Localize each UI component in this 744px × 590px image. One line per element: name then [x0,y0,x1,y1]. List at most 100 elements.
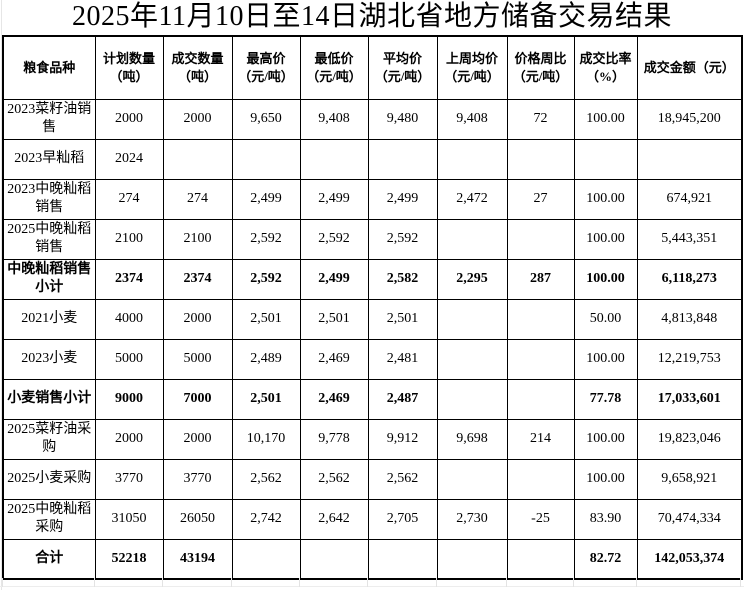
value-cell: 2,562 [231,458,301,500]
gridline-bottom [0,586,744,587]
value-cell: 4,813,848 [636,298,743,340]
grain-variety-cell: 2025菜籽油采购 [2,418,96,460]
table-row: 2023中晚籼稻销售 274 274 2,499 2,499 2,499 2,472 27 10… [2,178,743,220]
value-cell [506,338,575,380]
table-row: 合计 52218 43194 82.72 142,053,374 [2,538,743,580]
value-cell [299,138,369,180]
value-cell: 2000 [162,418,233,460]
column-header: 成交金额（元） [636,35,743,100]
value-cell [506,138,575,180]
grain-variety-cell: 2023小麦 [2,338,96,380]
gridline-stub [94,578,95,587]
value-cell [506,298,575,340]
value-cell: 100.00 [573,258,638,300]
value-cell: 2,499 [299,258,369,300]
value-cell: 2,592 [367,218,438,260]
grain-variety-cell: 2025小麦采购 [2,458,96,500]
value-cell: 43194 [162,538,233,580]
value-cell [299,538,369,580]
value-cell: 2000 [94,98,164,140]
value-cell: 7000 [162,378,233,420]
value-cell: 18,945,200 [636,98,743,140]
grain-variety-cell: 中晚籼稻销售小计 [2,258,96,300]
column-header: 成交比率（%） [573,35,638,100]
value-cell: 9,408 [436,98,508,140]
value-cell [436,138,508,180]
value-cell: 9,912 [367,418,438,460]
value-cell: 2,489 [231,338,301,380]
grain-variety-cell: 2023中晚籼稻销售 [2,178,96,220]
value-cell: 4000 [94,298,164,340]
column-header: 最低价（元/吨） [299,35,369,100]
value-cell [436,298,508,340]
value-cell [436,538,508,580]
table-body: 2023菜籽油销售 2000 2000 9,650 9,408 9,480 9,408 72 1… [2,98,743,580]
value-cell [436,458,508,500]
value-cell: 2,501 [299,298,369,340]
value-cell: 142,053,374 [636,538,743,580]
value-cell: 2,501 [231,298,301,340]
value-cell: 100.00 [573,98,638,140]
value-cell: 2,499 [367,178,438,220]
value-cell: 2,592 [299,218,369,260]
trade-results-table: 粮食品种 计划数量（吨） 成交数量（吨） 最高价（元/吨） 最低价（元/吨） 平均价（元/… [2,35,743,580]
grain-variety-cell: 2023菜籽油销售 [2,98,96,140]
table-row: 2025小麦采购 3770 3770 2,562 2,562 2,562 100.00 9,6… [2,458,743,500]
column-header: 成交数量（吨） [162,35,233,100]
value-cell: 2,487 [367,378,438,420]
value-cell: 2,705 [367,498,438,540]
value-cell: 9,650 [231,98,301,140]
value-cell: 9000 [94,378,164,420]
value-cell [506,458,575,500]
value-cell: 52218 [94,538,164,580]
value-cell: 9,480 [367,98,438,140]
gridline-stub [506,578,507,587]
value-cell: 287 [506,258,575,300]
value-cell: 2000 [162,298,233,340]
table-row: 中晚籼稻销售小计 2374 2374 2,592 2,499 2,582 2,295 287 1… [2,258,743,300]
value-cell: 3770 [94,458,164,500]
table-row: 2025中晚籼稻销售 2100 2100 2,592 2,592 2,592 100.00 5… [2,218,743,260]
value-cell [231,138,301,180]
value-cell: 2,642 [299,498,369,540]
value-cell [436,378,508,420]
value-cell: 9,408 [299,98,369,140]
value-cell: 9,698 [436,418,508,460]
grain-variety-cell: 2025中晚籼稻销售 [2,218,96,260]
column-header: 最高价（元/吨） [231,35,301,100]
gridline-stub [573,578,574,587]
value-cell: 72 [506,98,575,140]
value-cell: 2,582 [367,258,438,300]
value-cell: 3770 [162,458,233,500]
value-cell [162,138,233,180]
value-cell: 2,592 [231,218,301,260]
value-cell: 2000 [94,418,164,460]
gridline-stub [2,578,3,587]
value-cell: 2374 [94,258,164,300]
table-row: 2023小麦 5000 5000 2,489 2,469 2,481 100.00 12,21… [2,338,743,380]
value-cell: 19,823,046 [636,418,743,460]
value-cell: 2,469 [299,378,369,420]
gridline-stub [740,578,741,587]
column-header: 粮食品种 [2,35,96,100]
value-cell: 2,501 [367,298,438,340]
column-header: 平均价（元/吨） [367,35,438,100]
value-cell: 9,778 [299,418,369,460]
value-cell: 2,295 [436,258,508,300]
value-cell: 5,443,351 [636,218,743,260]
gridline-stub [162,578,163,587]
gridline-stub [299,578,300,587]
value-cell: 31050 [94,498,164,540]
value-cell: 77.78 [573,378,638,420]
grain-variety-cell: 2021小麦 [2,298,96,340]
grain-variety-cell: 2025中晚籼稻采购 [2,498,96,540]
grain-variety-cell: 合计 [2,538,96,580]
table-row: 小麦销售小计 9000 7000 2,501 2,469 2,487 77.78 17,033… [2,378,743,420]
value-cell: -25 [506,498,575,540]
value-cell [636,138,743,180]
value-cell: 2,499 [231,178,301,220]
value-cell: 10,170 [231,418,301,460]
table-row: 2025中晚籼稻采购 31050 26050 2,742 2,642 2,705 2,730… [2,498,743,540]
value-cell [436,338,508,380]
